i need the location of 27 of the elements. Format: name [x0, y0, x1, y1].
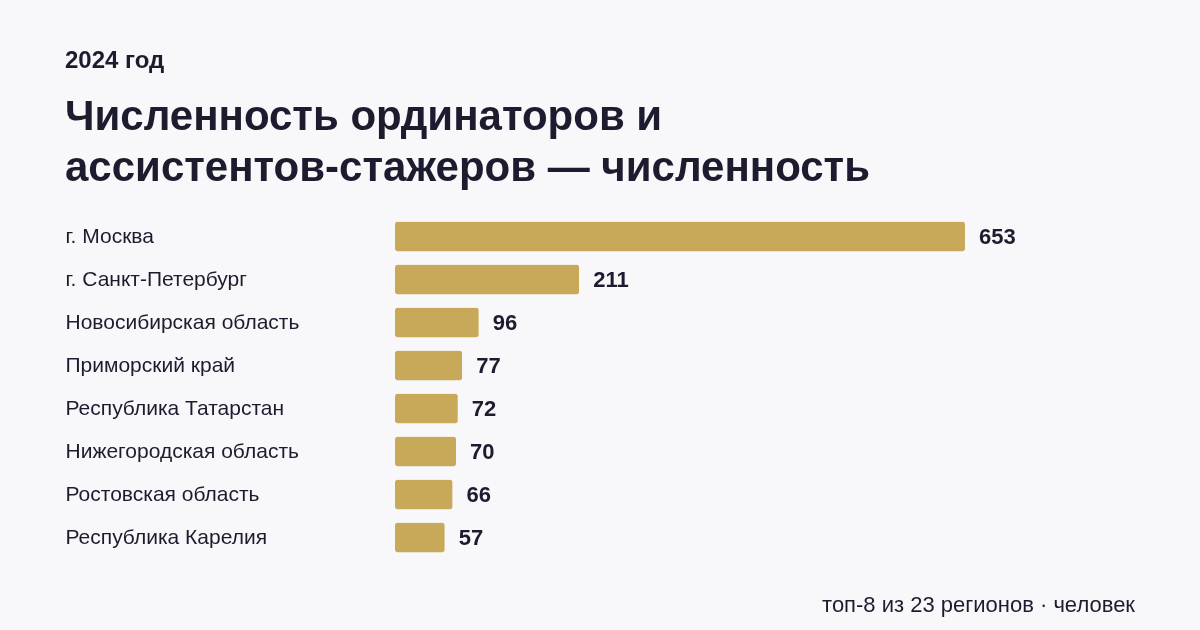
bar	[395, 393, 458, 424]
bar	[395, 479, 453, 510]
data-label: 211	[593, 266, 629, 292]
y-tick-label: г. Санкт-Петербург	[65, 266, 248, 290]
bar	[395, 264, 580, 295]
y-tick-label: г. Москва	[65, 223, 155, 247]
bar	[395, 221, 965, 252]
y-tick-label: Ростовская область	[65, 481, 260, 505]
bar	[395, 436, 457, 467]
data-label: 57	[458, 524, 484, 550]
data-label: 96	[492, 309, 518, 335]
data-label: 72	[471, 395, 497, 421]
y-tick-label: Нижегородская область	[65, 438, 299, 462]
data-label: 653	[979, 223, 1016, 249]
y-tick-label: Приморский край	[65, 352, 236, 376]
bar	[395, 307, 479, 338]
y-tick-label: Республика Татарстан	[65, 395, 285, 419]
data-label: 70	[470, 438, 495, 464]
bar	[395, 522, 445, 553]
data-label: 77	[476, 352, 501, 378]
data-label: 66	[466, 481, 492, 507]
chart-title: Численность ординаторов и ассистентов-стажеров — численность	[65, 92, 870, 190]
text: топ-8 из 23 регионов · человек	[822, 592, 1136, 617]
bar	[395, 350, 463, 381]
text: 2024 год	[65, 46, 165, 73]
y-tick-label: Новосибирская область	[65, 309, 300, 333]
y-tick-label: Республика Карелия	[65, 524, 268, 548]
